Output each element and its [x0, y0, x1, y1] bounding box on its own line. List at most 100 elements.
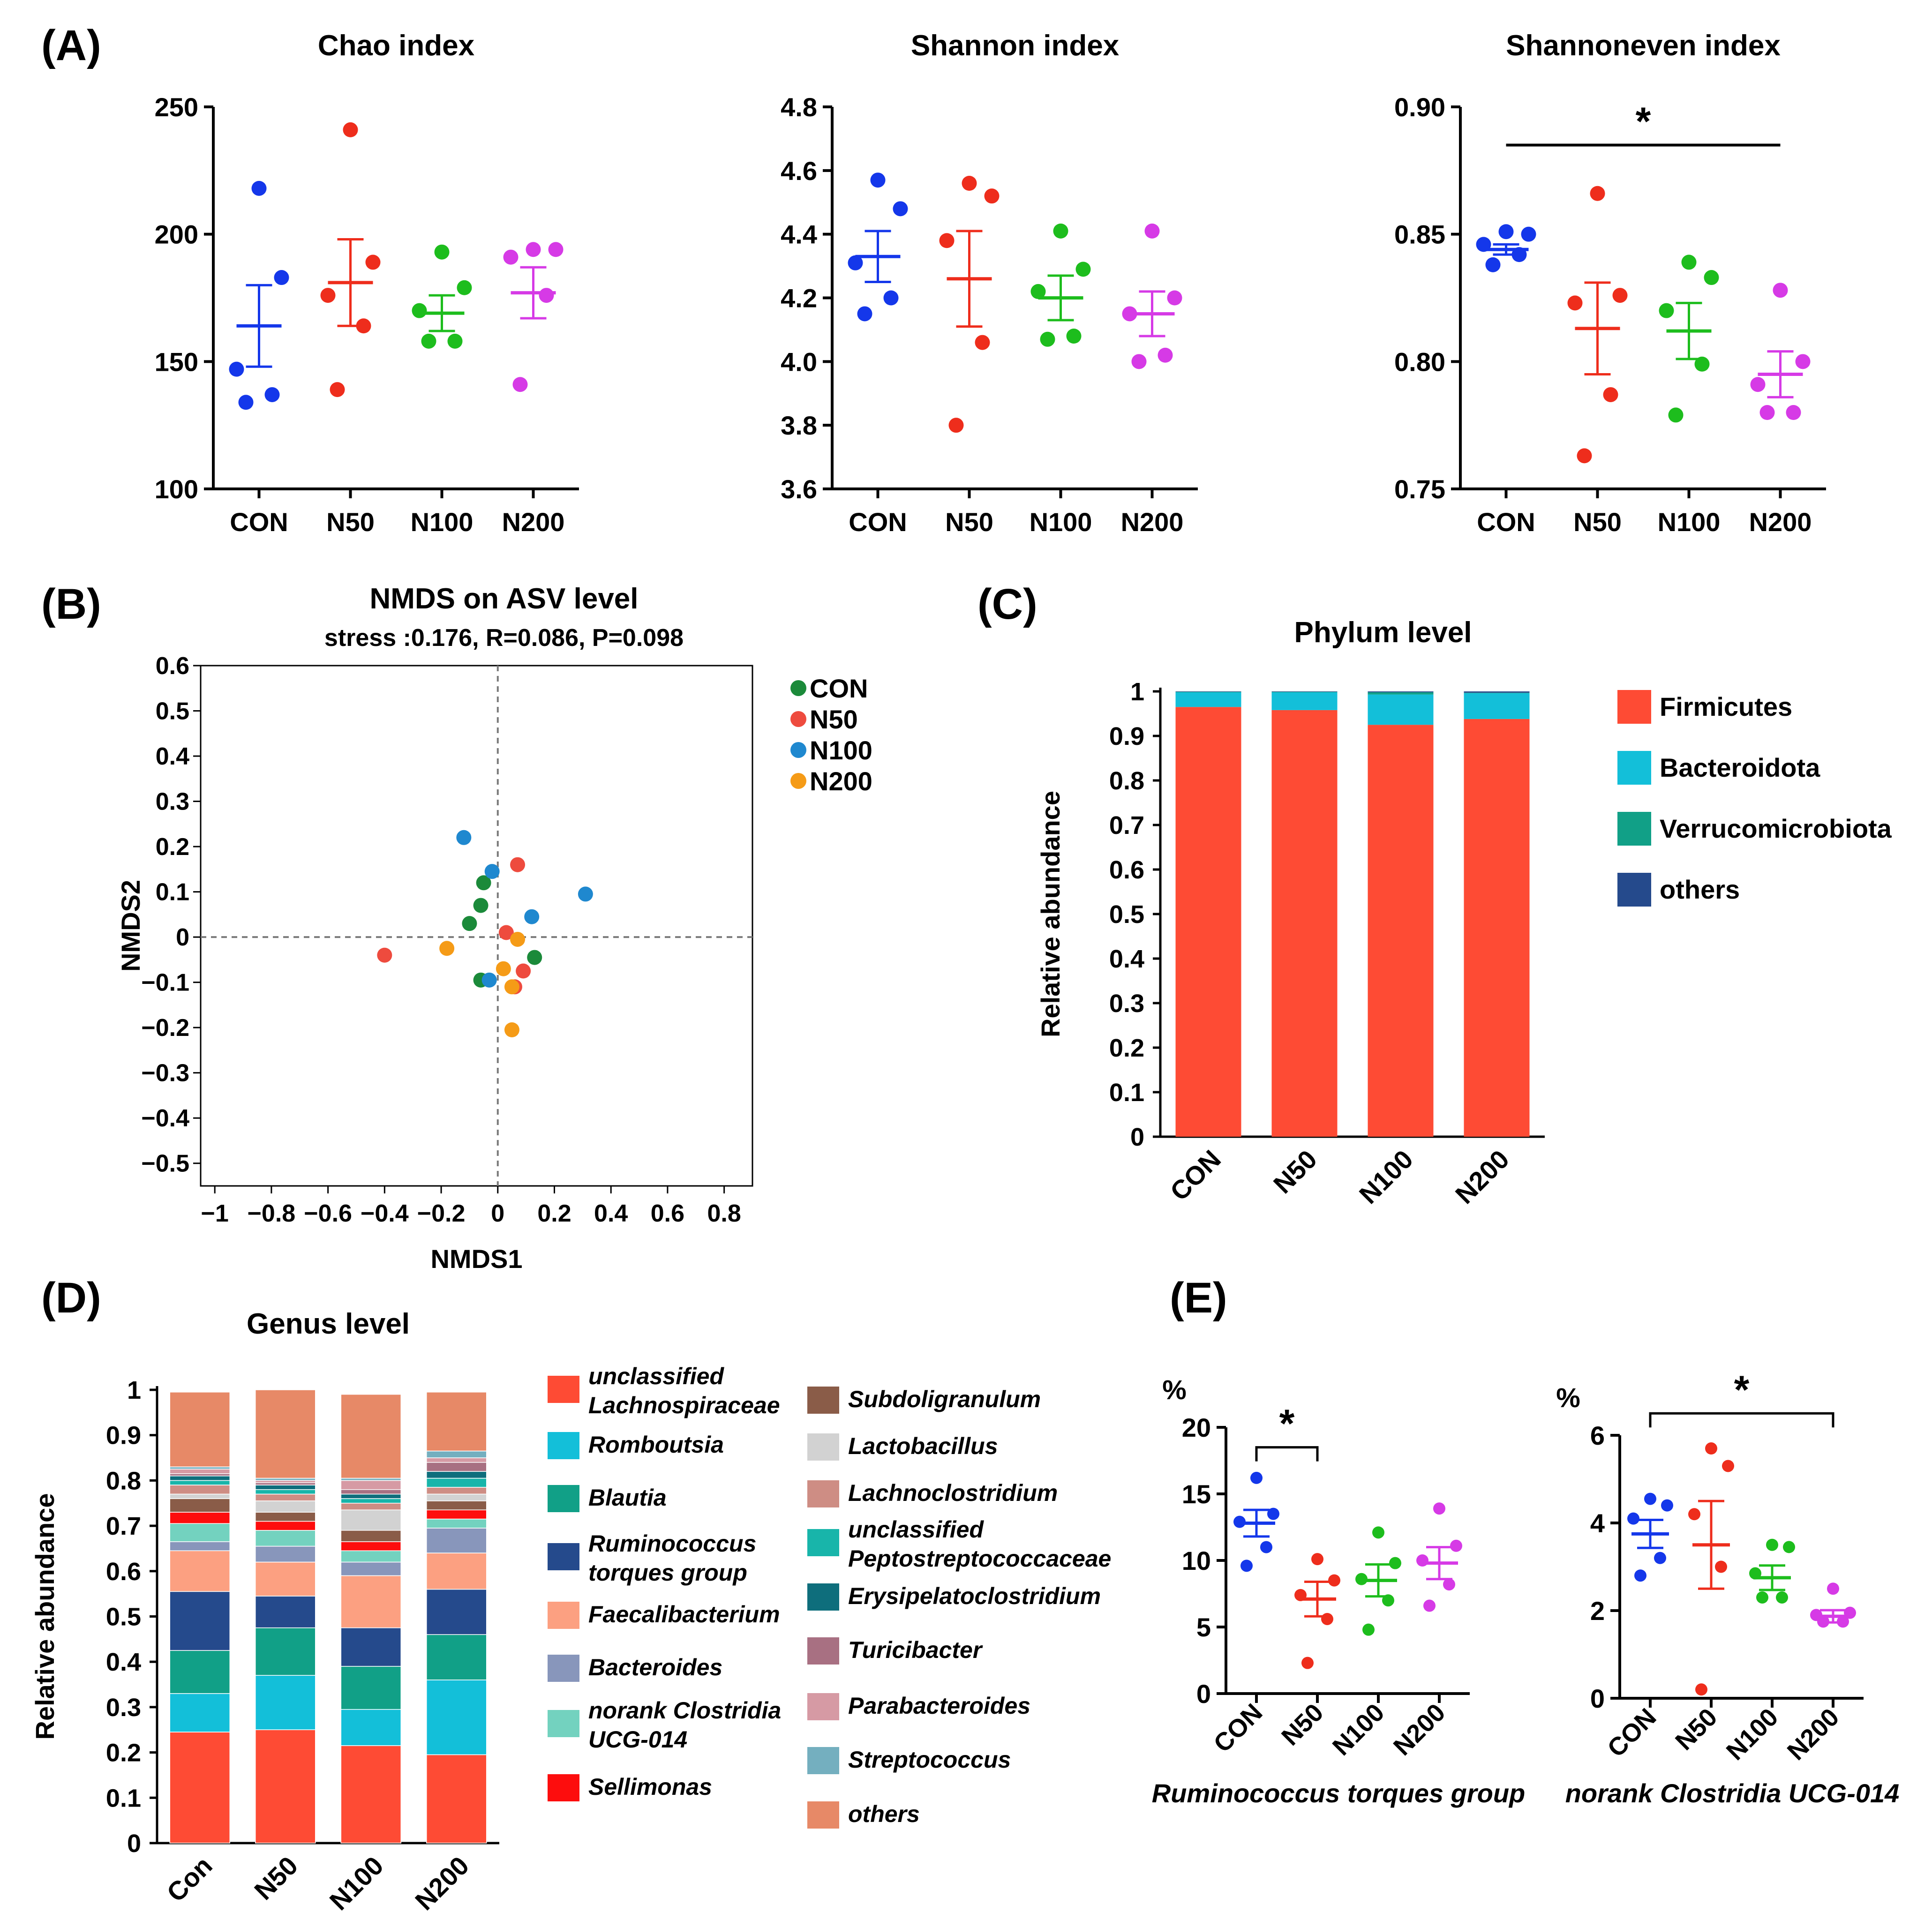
data-point	[1362, 1623, 1375, 1636]
legend-label: Erysipelatoclostridium	[848, 1583, 1101, 1609]
x-tick-label: N200	[1782, 1703, 1845, 1766]
legend-swatch	[807, 1529, 839, 1556]
legend-label: Peptostreptococcaceae	[848, 1545, 1111, 1572]
bar-segment	[340, 1394, 401, 1479]
x-tick-label: CON	[849, 507, 907, 537]
x-tick-label: N100	[1353, 1144, 1419, 1209]
data-point	[548, 242, 564, 257]
chart-title: NMDS on ASV level	[369, 583, 638, 615]
bar-segment	[1271, 691, 1338, 692]
legend-label: UCG-014	[588, 1726, 687, 1753]
bar-segment	[255, 1512, 316, 1522]
x-axis-label: NMDS1	[430, 1244, 522, 1274]
data-point	[512, 377, 528, 392]
legend-label: Turicibacter	[848, 1637, 983, 1663]
x-tick-label: −1	[201, 1200, 229, 1227]
data-point	[1294, 1589, 1307, 1601]
x-tick-label: N50	[326, 507, 375, 537]
bar-segment	[255, 1530, 316, 1547]
bar-segment	[426, 1589, 487, 1635]
data-point	[473, 898, 489, 913]
bar-segment	[255, 1596, 316, 1628]
bar-segment	[1368, 692, 1434, 695]
data-point	[1267, 1507, 1279, 1520]
legend-swatch	[807, 1637, 839, 1665]
data-point	[848, 255, 863, 270]
bar-segment	[426, 1392, 487, 1452]
y-tick-label: 10	[1182, 1546, 1211, 1575]
bar-segment	[169, 1469, 230, 1474]
x-tick-label: N200	[1388, 1698, 1451, 1761]
data-point	[1040, 331, 1055, 347]
bar-segment	[426, 1680, 487, 1755]
data-point	[510, 857, 526, 872]
y-tick-label: 4.0	[781, 347, 817, 376]
bar-segment	[340, 1561, 401, 1576]
data-point	[524, 909, 540, 924]
data-point	[939, 233, 955, 248]
data-point	[1233, 1515, 1246, 1528]
x-tick-label: −0.6	[304, 1200, 352, 1227]
y-tick-label: 0.1	[106, 1784, 141, 1812]
legend-swatch	[548, 1376, 579, 1403]
data-point	[1476, 237, 1491, 252]
chart-shannoneven-index: Shannoneven index 0.75 0.80 0.85 0.90 CON N50 N…	[1394, 30, 1826, 537]
bar-segment	[255, 1500, 316, 1513]
y-tick-label: 200	[155, 220, 198, 249]
data-point	[1075, 262, 1091, 277]
x-tick-label: N50	[248, 1851, 303, 1905]
legend-marker	[790, 742, 806, 758]
y-tick-label: −0.1	[141, 969, 189, 997]
x-tick-label: N50	[1670, 1703, 1722, 1755]
bar-segment	[340, 1745, 401, 1844]
data-point	[1668, 407, 1684, 423]
data-point	[1705, 1442, 1717, 1455]
y-axis-label: Relative abundance	[30, 1493, 60, 1740]
bar-segment	[340, 1541, 401, 1552]
y-axis-label: Relative abundance	[1036, 791, 1065, 1037]
data-point	[1773, 283, 1788, 298]
x-tick-label: 0.2	[537, 1200, 571, 1227]
y-tick-label: 0.8	[106, 1467, 141, 1495]
y-tick-label: 0	[127, 1830, 141, 1858]
x-tick-label: CON	[1164, 1144, 1226, 1207]
legend-swatch	[1617, 812, 1651, 846]
bar-segment	[340, 1666, 401, 1710]
bar-segment	[169, 1550, 230, 1592]
chart-title: Genus level	[247, 1308, 410, 1340]
bar-segment	[255, 1545, 316, 1563]
legend-label: unclassified	[588, 1363, 724, 1389]
x-tick-label: N100	[1030, 507, 1092, 537]
bar-segment	[255, 1493, 316, 1501]
data-point	[1756, 1591, 1768, 1604]
data-point	[504, 979, 519, 995]
y-tick-label: −0.3	[141, 1060, 189, 1087]
bar-segment	[340, 1498, 401, 1504]
bar-segment	[340, 1480, 401, 1490]
x-tick-label: N50	[1276, 1698, 1329, 1751]
data-point	[1250, 1471, 1263, 1484]
data-point	[1382, 1594, 1394, 1607]
legend-label: Bacteroides	[588, 1654, 722, 1680]
data-point	[1372, 1526, 1384, 1539]
data-point	[1715, 1560, 1727, 1573]
panel-label-d: (D)	[41, 1274, 101, 1322]
legend-swatch	[807, 1801, 839, 1829]
data-point	[526, 242, 541, 257]
data-point	[1158, 347, 1173, 363]
data-point	[330, 382, 345, 397]
bar-segment	[426, 1754, 487, 1844]
y-tick-label: 3.8	[781, 411, 817, 440]
data-point	[539, 288, 554, 303]
bar-segment	[255, 1627, 316, 1676]
y-tick-label: 0.2	[156, 833, 189, 861]
y-tick-label: 0	[1196, 1679, 1211, 1709]
data-point	[1749, 1567, 1761, 1580]
significance-bracket	[1649, 1412, 1834, 1428]
bar-segment	[426, 1477, 487, 1488]
bar-segment	[255, 1485, 316, 1490]
bar-segment	[340, 1627, 401, 1667]
bar-segment	[426, 1509, 487, 1520]
y-tick-label: 1	[127, 1376, 141, 1404]
